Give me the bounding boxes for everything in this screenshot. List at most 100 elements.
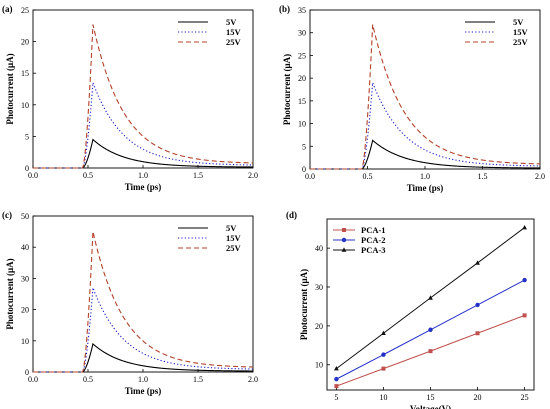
legend-label: PCA-3 (361, 245, 386, 255)
series-line-25V (310, 24, 541, 170)
y-tick-label: 10 (315, 361, 323, 370)
legend-label: 5V (513, 17, 524, 27)
panel-label: (c) (2, 210, 12, 220)
marker-PCA-3 (381, 330, 386, 336)
y-tick-label: 10 (298, 120, 306, 129)
x-tick-label: 2.0 (248, 375, 258, 384)
marker-PCA-2 (522, 277, 527, 283)
marker-PCA-2 (428, 327, 433, 332)
legend-label: 25V (513, 37, 529, 47)
x-tick-label: 10 (379, 393, 387, 402)
y-axis-label: Photocurrent (μA) (299, 269, 309, 340)
x-tick-label: 0.0 (28, 171, 38, 180)
y-tick-label: 20 (21, 38, 29, 47)
legend-marker (341, 237, 347, 243)
legend-label: 25V (226, 37, 242, 47)
panel-label: (d) (286, 210, 297, 220)
panel-label: (a) (2, 4, 13, 14)
marker-PCA-1 (334, 384, 339, 389)
y-axis-label: Photocurrent (μA) (5, 258, 15, 329)
series-line-25V (33, 24, 254, 169)
x-tick-label: 0.0 (28, 375, 38, 384)
x-tick-label: 1.0 (138, 171, 148, 180)
x-tick-label: 0.5 (363, 172, 373, 181)
legend-label: 5V (226, 223, 237, 233)
legend-label: PCA-1 (361, 225, 386, 235)
y-tick-label: 5 (302, 142, 306, 151)
x-tick-label: 2.0 (535, 172, 545, 181)
x-tick-label: 25 (521, 393, 529, 402)
y-tick-label: 0 (25, 164, 29, 173)
y-tick-label: 5 (25, 132, 29, 141)
x-tick-label: 5 (334, 393, 338, 402)
marker-PCA-1 (381, 366, 386, 371)
series-line-25V (33, 231, 254, 373)
y-tick-label: 0 (25, 368, 29, 377)
legend-label: PCA-2 (361, 235, 386, 245)
panel-4: (d) 5 10 15 20 25 10 20 30 40 Voltage(V) Photocurre… (286, 210, 535, 409)
y-tick-label: 50 (21, 212, 29, 221)
x-tick-label: 15 (427, 393, 435, 402)
y-tick-label: 0 (302, 165, 306, 174)
marker-PCA-1 (428, 349, 433, 354)
x-tick-label: 1.5 (193, 171, 203, 180)
marker-PCA-3 (522, 224, 527, 230)
panel-3: (c) 0.0 0.5 1.0 1.5 2.0 0 10 20 30 40 50 Time (ps) Ph… (2, 210, 258, 396)
marker-PCA-3 (475, 260, 480, 265)
x-tick-label: 20 (474, 393, 482, 402)
y-tick-label: 20 (315, 322, 323, 331)
x-axis-label: Time (ps) (125, 182, 162, 192)
x-axis-label: Voltage(V) (410, 404, 451, 409)
x-axis-label: Time (ps) (125, 386, 162, 396)
y-tick-label: 25 (21, 6, 29, 15)
legend-label: 15V (226, 27, 242, 37)
marker-PCA-2 (475, 302, 480, 308)
panel-1: (a) 0.0 0.5 1.0 1.5 2.0 0 5 10 15 20 25 Time (ps) Pho… (2, 4, 258, 192)
panel-label: (b) (279, 4, 290, 14)
x-axis-label: Time (ps) (407, 183, 444, 193)
plot-frame (309, 9, 541, 170)
marker-PCA-2 (334, 376, 339, 382)
marker-PCA-1 (475, 331, 480, 336)
legend-label: 5V (226, 17, 237, 27)
y-tick-label: 30 (21, 274, 29, 283)
y-tick-label: 10 (21, 101, 29, 110)
plot-frame (32, 9, 254, 169)
y-tick-label: 20 (21, 306, 29, 315)
marker-PCA-3 (428, 295, 433, 300)
series-line-15V (33, 287, 254, 373)
y-tick-label: 30 (298, 29, 306, 38)
marker-PCA-3 (334, 366, 339, 371)
marker-PCA-1 (522, 313, 527, 318)
series-line-5V (33, 342, 254, 373)
x-tick-label: 1.0 (420, 172, 430, 181)
legend-marker (341, 247, 347, 252)
plot-frame (32, 215, 254, 373)
y-axis-label: Photocurrent (μA) (5, 53, 15, 124)
y-tick-label: 25 (298, 51, 306, 60)
x-tick-label: 2.0 (248, 171, 258, 180)
x-tick-label: 1.5 (193, 375, 203, 384)
y-tick-label: 20 (298, 74, 306, 83)
x-tick-label: 1.5 (478, 172, 488, 181)
series-line-15V (33, 82, 254, 169)
y-tick-label: 40 (315, 244, 323, 253)
marker-PCA-2 (381, 352, 386, 357)
plot-frame (326, 218, 535, 391)
x-tick-label: 1.0 (138, 375, 148, 384)
legend-marker (342, 228, 346, 232)
y-tick-label: 15 (21, 69, 29, 78)
x-tick-label: 0.0 (305, 172, 315, 181)
y-tick-label: 10 (21, 337, 29, 346)
y-tick-label: 40 (21, 243, 29, 252)
legend-label: 15V (226, 233, 242, 243)
y-axis-label: Photocurrent (μA) (282, 54, 292, 125)
legend-label: 15V (513, 27, 529, 37)
x-tick-label: 0.5 (83, 171, 93, 180)
legend-label: 25V (226, 243, 242, 253)
series-line-5V (310, 139, 541, 170)
y-tick-label: 15 (298, 97, 306, 106)
y-tick-label: 35 (298, 6, 306, 15)
series-line-15V (310, 82, 541, 170)
